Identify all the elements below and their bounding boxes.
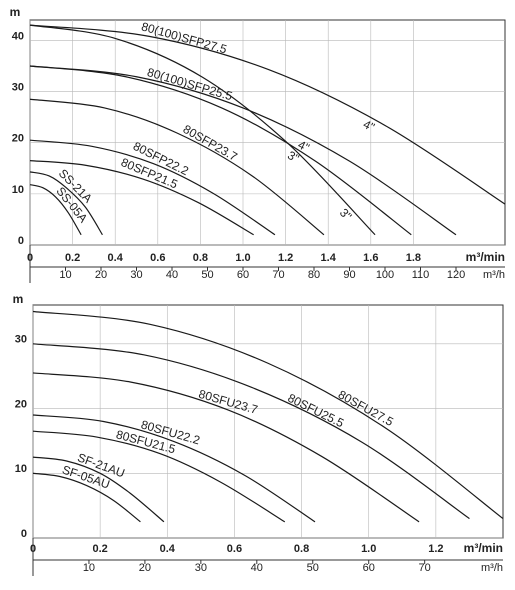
pump-curve — [32, 430, 286, 523]
pump-curve — [29, 24, 506, 205]
x-axis-label: m³/min — [466, 250, 505, 264]
x2-tick-label: 10 — [59, 269, 71, 281]
pump-curve — [29, 184, 82, 236]
x-tick-label: 0.4 — [108, 252, 124, 264]
x2-tick-label: 50 — [307, 562, 319, 574]
x2-tick-label: 60 — [237, 269, 249, 281]
pump-curve — [29, 24, 376, 236]
pump-curve — [29, 65, 412, 236]
pump-curve — [29, 98, 325, 236]
pump-curve — [32, 414, 316, 523]
y-tick-label: 0 — [18, 235, 24, 247]
x2-tick-label: 70 — [272, 269, 284, 281]
x-tick-label: 1.2 — [278, 252, 293, 264]
y-axis-label: m — [13, 292, 24, 306]
x-tick-label: 1.8 — [406, 252, 421, 264]
x-tick-label: 1.0 — [235, 252, 250, 264]
pump-curve — [32, 456, 165, 523]
x-tick-label: 1.4 — [321, 252, 337, 264]
x2-tick-label: 30 — [130, 269, 142, 281]
pump-curve — [32, 343, 470, 520]
x2-tick-label: 70 — [419, 562, 431, 574]
x-tick-label: 0.4 — [160, 543, 176, 555]
x2-tick-label: 20 — [139, 562, 151, 574]
y-tick-label: 30 — [12, 81, 24, 93]
x-tick-label: 0.2 — [65, 252, 80, 264]
y-tick-label: 30 — [15, 334, 27, 346]
curve-label: 80SFU27.5 — [336, 387, 396, 429]
x2-tick-label: 40 — [166, 269, 178, 281]
curve-label: 4" — [361, 117, 377, 134]
pump-curve — [32, 310, 504, 520]
curve-label: 80(100)SFP27.5 — [140, 19, 229, 56]
x2-tick-label: 60 — [363, 562, 375, 574]
x-tick-label: 1.0 — [361, 543, 376, 555]
x2-tick-label: 20 — [95, 269, 107, 281]
curve-label: 80SFU23.7 — [197, 387, 260, 417]
curve-label: 3" — [337, 206, 355, 224]
x2-tick-label: 30 — [195, 562, 207, 574]
y-tick-label: 20 — [12, 133, 24, 145]
x2-axis-label: m³/h — [481, 562, 503, 574]
x-tick-label: 1.6 — [363, 252, 378, 264]
x2-tick-label: 90 — [343, 269, 355, 281]
pump-curve — [29, 160, 254, 236]
curve-label: 80(100)SFP25.5 — [146, 65, 235, 103]
pump-curve — [29, 65, 457, 236]
x2-tick-label: 10 — [83, 562, 95, 574]
x2-tick-label: 100 — [376, 269, 394, 281]
x-tick-label: 0.8 — [294, 543, 309, 555]
y-tick-label: 20 — [15, 398, 27, 410]
x-tick-label: 0.6 — [150, 252, 165, 264]
x2-axis-label: m³/h — [483, 269, 505, 281]
x2-tick-label: 110 — [412, 269, 430, 281]
pump-curve — [29, 171, 103, 236]
x2-tick-label: 50 — [201, 269, 213, 281]
x-tick-label: 0.2 — [92, 543, 107, 555]
pump-curve — [32, 472, 141, 523]
x-tick-label: 0.8 — [193, 252, 208, 264]
pump-curve — [32, 372, 420, 523]
pump-curve — [29, 139, 276, 236]
x2-tick-label: 80 — [308, 269, 320, 281]
y-axis-label: m — [10, 5, 21, 19]
y-tick-label: 0 — [21, 528, 27, 540]
y-tick-label: 10 — [15, 463, 27, 475]
x2-tick-label: 120 — [447, 269, 465, 281]
x-axis-label: m³/min — [464, 541, 503, 555]
x-tick-label: 1.2 — [428, 543, 443, 555]
y-tick-label: 40 — [12, 30, 24, 42]
x2-tick-label: 40 — [251, 562, 263, 574]
y-tick-label: 10 — [12, 184, 24, 196]
x-tick-label: 0.6 — [227, 543, 242, 555]
plot-frame — [29, 19, 506, 246]
